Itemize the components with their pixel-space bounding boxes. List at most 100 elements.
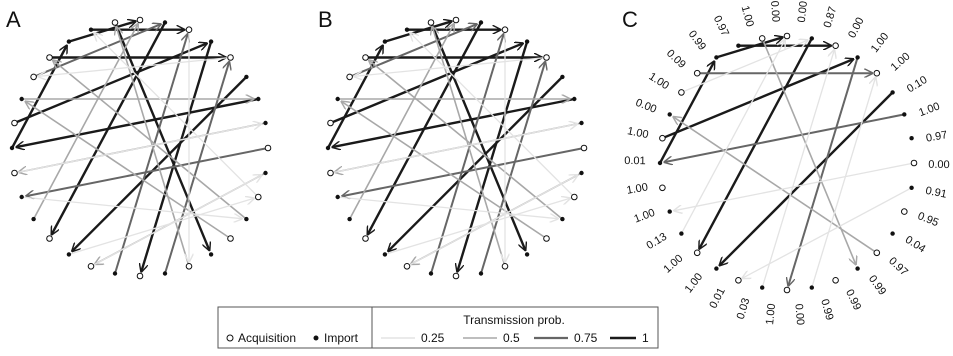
panel-a-edge-21-to-0 [32,24,138,220]
panel-b-import-node-13 [524,252,530,257]
panel-b-acquisition-node-4 [543,54,550,61]
panel-a-import-node-22 [19,194,24,200]
panel-c-edge-9-to-18 [742,187,912,278]
panel-b-edge-21-to-0 [348,24,454,220]
panel-a-import-node-26 [19,96,24,102]
panel-b-edge-11-to-28 [369,60,563,220]
panel-c-prob-label-21: 1.00 [661,252,685,275]
panel-c-edges [658,37,915,287]
panel-b-import-node-21 [347,216,352,222]
panel-b-acquisition-node-31 [427,19,435,26]
panel-c-prob-label-17: 1.00 [764,303,778,326]
panel-b-acquisition-node-10 [571,193,578,201]
panel-c-import-node-19 [714,266,719,271]
panel-a-edge-17-to-2 [114,34,188,274]
panel-c-import-node-21 [679,231,684,236]
panel-c-acquisition-node-18 [735,277,742,284]
panel-a-acquisition-node-31 [111,19,119,26]
panel-a-import-node-9 [263,170,268,176]
panel-b-edge-18-to-9 [406,175,578,267]
panel-c-prob-label-10: 0.95 [916,210,940,229]
panel-c-import-node-15 [809,285,814,290]
panel-b-acquisition-node-28 [362,54,369,61]
panel-a-edge-22-to-11 [21,196,242,219]
panel-c-prob-label-0: 0.00 [796,1,810,24]
panel-c-import-node-3 [855,55,860,60]
panel-c-import-node-5 [890,90,895,95]
panel-c-edge-27-to-1 [681,40,807,94]
panel-b-edge-5-to-19 [388,76,564,251]
panel-c-import-node-6 [902,112,907,117]
panel-c-edge-31-to-13 [761,38,856,264]
panel-b-edge-23-to-7 [330,124,578,174]
panel-b-import-node-11 [560,216,565,222]
panel-c-acquisition-node-20 [693,249,701,257]
panel-c-import-node-26 [667,112,672,117]
panel-letter-a: A [6,7,21,32]
panel-c-edge-29-to-0 [716,37,782,59]
panel-c-edge-21-to-0 [680,40,785,234]
panel-c-acquisition-node-8 [910,159,918,167]
panel-b-edge-22-to-11 [337,196,558,219]
panel-b-acquisition-node-20 [362,235,369,242]
panel-b-acquisition-node-25 [327,119,334,127]
panel-c-import-node-7 [909,136,914,141]
panel-b-import-node-9 [579,170,584,176]
legend: Acquisition Import Transmission prob. 0.… [217,306,659,349]
panel-c-acquisition-node-27 [678,89,685,96]
panel-a-edge-5-to-19 [72,76,248,251]
panel-a-edge-18-to-9 [90,175,262,267]
panel-b-acquisition-node-18 [403,263,411,270]
panel-a-import-node-7 [263,120,268,126]
panel-c-edge-12-to-26 [673,117,878,254]
panel-c-import-node-9 [909,185,914,190]
panel-b-acquisition-node-27 [346,73,353,81]
panel-a-acquisition-node-10 [254,193,262,201]
panel-a-import-node-3 [208,39,214,44]
panel-a-import-node-19 [66,252,72,257]
panel-b-edge-24-to-29 [326,46,383,149]
panel-c-import-node-13 [855,266,860,271]
panel-c-import-node-1 [809,36,814,41]
panel-b-edge-25-to-3 [330,43,524,125]
panel-a-edge-6-to-24 [16,97,259,147]
panel-c-prob-label-24: 1.00 [626,181,649,197]
panel-c-prob-label-27: 0.00 [634,97,658,116]
legend-item-0.75: 0.75 [574,331,598,345]
panel-c-acquisition-node-0 [783,32,791,40]
panel-b-import-node-7 [579,120,584,126]
panel-c-prob-label-8: 0.00 [928,159,950,171]
panel-c-prob-label-26: 1.00 [626,125,649,141]
import-symbol [313,335,319,341]
panel-a-edge-11-to-28 [53,60,247,220]
panel-c-edge-5-to-19 [720,91,894,265]
panel-b-edge-4-to-27 [354,56,547,77]
legend-item-1: 1 [642,331,649,345]
panel-c-prob-label-33: 0.00 [768,0,782,22]
panel-c-prob-label-30: 0.99 [686,28,708,52]
panel-b-import-node-22 [335,194,340,200]
panel-letter-b: B [318,7,333,32]
panel-a-acquisition-node-27 [30,73,37,81]
panel-a-edge-23-to-7 [14,124,262,174]
legend-item-0.25: 0.25 [421,331,445,345]
panel-a-import-node-15 [162,271,168,276]
panel-a-acquisition-node-4 [227,54,234,61]
panel-c-prob-label-11: 0.04 [903,234,928,256]
panel-a-import-node-24 [9,145,15,151]
legend-title: Transmission prob. [463,313,565,327]
panel-b-edge-19-to-10 [384,198,570,256]
acquisition-symbol [226,334,234,342]
panel-a-acquisition-node-14 [185,263,193,270]
panel-c-acquisition-node-12 [873,249,881,257]
panel-c-import-node-11 [890,231,895,236]
panel-c-prob-label-25: 0.01 [624,155,646,167]
panel-a-edges [10,21,269,274]
panel-b-import-node-3 [524,39,530,44]
panel-b-edge-15-to-4 [480,62,545,274]
panel-a-import-node-11 [244,216,249,222]
panel-b-acquisition-node-16 [452,272,460,280]
legend-acquisition-label: Acquisition [238,331,296,345]
panel-c-prob-label-3: 1.00 [869,31,892,55]
